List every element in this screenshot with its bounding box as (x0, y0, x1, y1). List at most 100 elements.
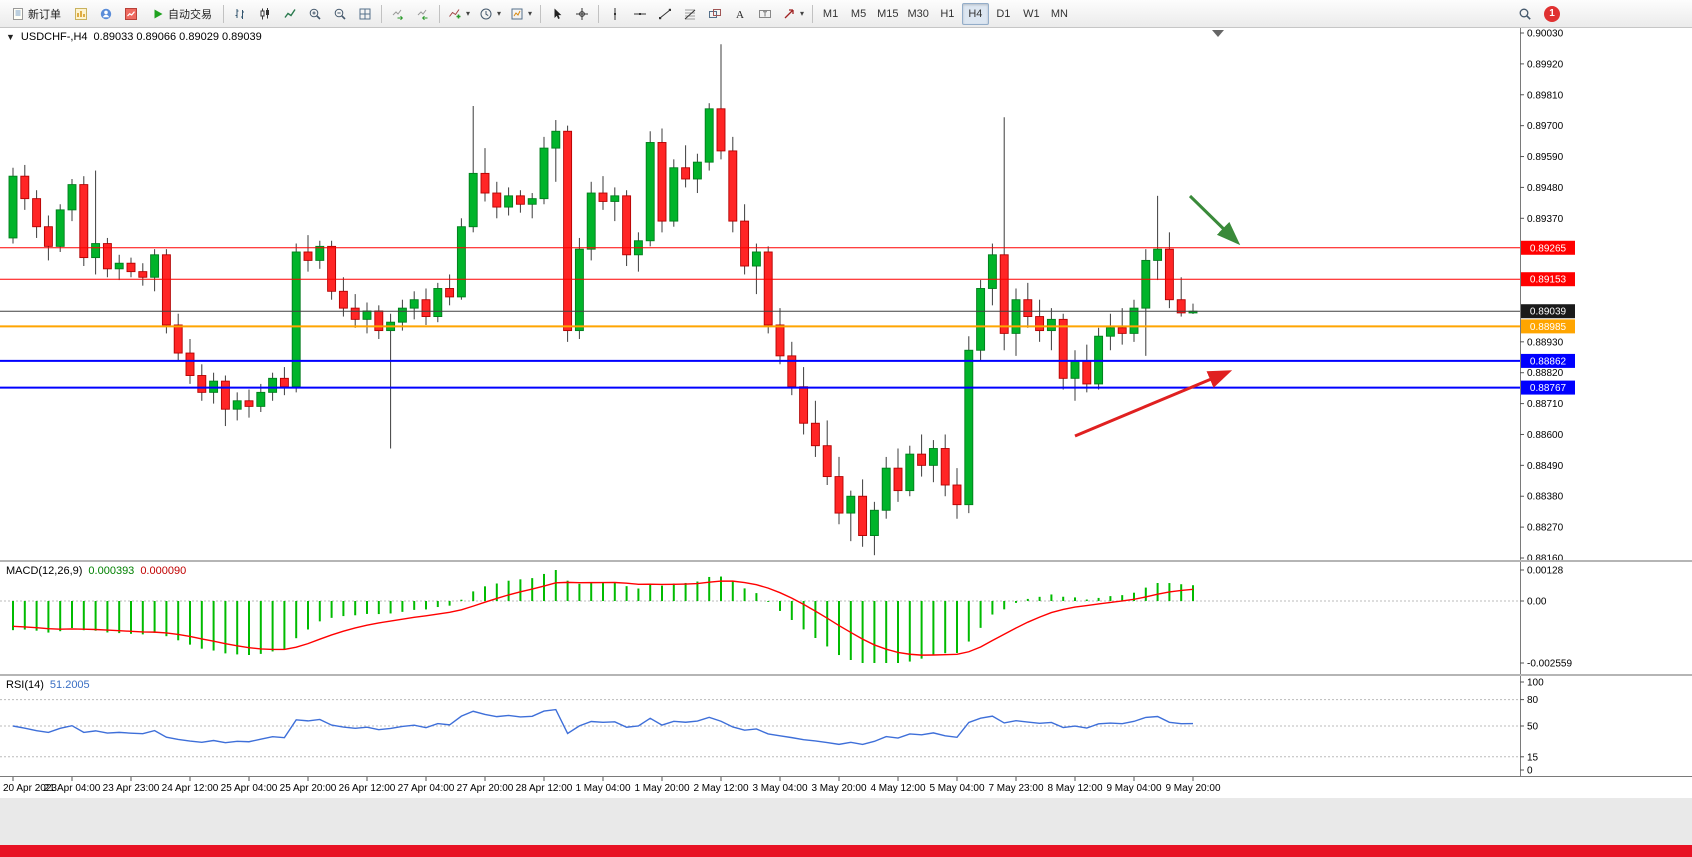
crosshair-button[interactable] (570, 3, 594, 25)
timeframe-m15-button[interactable]: M15 (873, 3, 902, 25)
svg-text:15: 15 (1527, 752, 1539, 763)
chevron-down-icon: ▾ (497, 9, 502, 18)
bar-chart-button[interactable] (228, 3, 252, 25)
rsi-canvas[interactable]: 100 80 50 15 0 (0, 676, 1692, 776)
svg-text:9 May 04:00: 9 May 04:00 (1106, 783, 1161, 794)
pane-splitter[interactable] (0, 560, 1692, 562)
toolbar-separator (439, 4, 440, 23)
timeframe-m5-button[interactable]: M5 (845, 3, 872, 25)
window-bottom-area (0, 798, 1692, 845)
svg-text:0.88930: 0.88930 (1527, 337, 1564, 348)
indicators-icon (448, 7, 462, 21)
fibonacci-button[interactable] (678, 3, 702, 25)
svg-text:0.89920: 0.89920 (1527, 59, 1564, 70)
trendline-icon (658, 7, 672, 21)
new-order-icon (11, 7, 25, 21)
autotrading-icon (151, 7, 165, 21)
horizontal-line-button[interactable] (628, 3, 652, 25)
new-chart-button[interactable] (69, 3, 93, 25)
templates-button[interactable]: ▾ (506, 3, 536, 25)
svg-text:9 May 20:00: 9 May 20:00 (1165, 783, 1220, 794)
svg-text:27 Apr 04:00: 27 Apr 04:00 (398, 783, 455, 794)
toolbar-separator (812, 4, 814, 23)
svg-text:26 Apr 12:00: 26 Apr 12:00 (339, 783, 396, 794)
macd-pane[interactable]: 0.00128 0.00 -0.002559 MACD(12,26,9) 0.000… (0, 562, 1692, 674)
svg-text:27 Apr 20:00: 27 Apr 20:00 (457, 783, 514, 794)
auto-scroll-button[interactable] (386, 3, 410, 25)
new-chart-icon (74, 7, 88, 21)
indicators-button[interactable]: ▾ (444, 3, 474, 25)
tile-windows-icon (358, 7, 372, 21)
main-chart-pane[interactable]: 0.90030 0.89920 0.89810 0.89700 0.89590 0.894… (0, 28, 1692, 560)
search-icon (1518, 7, 1532, 21)
svg-text:0.89810: 0.89810 (1527, 90, 1564, 101)
timeframe-m30-button[interactable]: M30 (903, 3, 932, 25)
timeframe-h4-button[interactable]: H4 (961, 2, 989, 25)
line-chart-button[interactable] (278, 3, 302, 25)
svg-text:24 Apr 12:00: 24 Apr 12:00 (162, 783, 219, 794)
svg-text:0: 0 (1527, 766, 1533, 777)
svg-text:0.89700: 0.89700 (1527, 121, 1564, 132)
horizontal-line-icon (633, 7, 647, 21)
svg-text:1 May 04:00: 1 May 04:00 (575, 783, 630, 794)
profiles-icon (99, 7, 113, 21)
svg-text:23 Apr 23:00: 23 Apr 23:00 (103, 783, 160, 794)
timeframe-w1-button[interactable]: W1 (1018, 3, 1045, 25)
time-axis[interactable]: 20 Apr 2023 21 Apr 04:00 23 Apr 23:00 24 Ap… (0, 776, 1692, 798)
svg-text:1 May 20:00: 1 May 20:00 (634, 783, 689, 794)
svg-text:21 Apr 04:00: 21 Apr 04:00 (44, 783, 101, 794)
profiles-button[interactable] (94, 3, 118, 25)
new-order-label: 新订单 (28, 8, 61, 21)
toolbar-separator (223, 4, 224, 23)
notification-badge[interactable]: 1 (1544, 5, 1560, 22)
zoom-in-icon (308, 7, 322, 21)
svg-text:T: T (763, 11, 768, 18)
main-chart-canvas[interactable]: 0.90030 0.89920 0.89810 0.89700 0.89590 0.894… (0, 28, 1692, 560)
macd-canvas[interactable]: 0.00128 0.00 -0.002559 (0, 562, 1692, 674)
svg-text:0.88985: 0.88985 (1530, 322, 1567, 333)
text-button[interactable]: A (728, 3, 752, 25)
pane-splitter[interactable] (0, 674, 1692, 676)
search-button[interactable] (1513, 3, 1537, 25)
timeframe-m1-button[interactable]: M1 (817, 3, 844, 25)
candlestick-button[interactable] (253, 3, 277, 25)
svg-text:0.89039: 0.89039 (1530, 307, 1567, 318)
vertical-line-button[interactable] (603, 3, 627, 25)
svg-text:0.88820: 0.88820 (1527, 368, 1564, 379)
tile-windows-button[interactable] (353, 3, 377, 25)
zoom-out-button[interactable] (328, 3, 352, 25)
svg-text:0.90030: 0.90030 (1527, 29, 1564, 40)
zoom-in-button[interactable] (303, 3, 327, 25)
text-label-icon: T (758, 7, 772, 21)
new-order-button[interactable]: 新订单 (4, 3, 68, 25)
svg-text:0.89480: 0.89480 (1527, 183, 1564, 194)
svg-text:28 Apr 12:00: 28 Apr 12:00 (516, 783, 573, 794)
templates-icon (510, 7, 524, 21)
arrow-tools-button[interactable]: ▾ (778, 3, 808, 25)
timeframe-mn-button[interactable]: MN (1046, 3, 1073, 25)
svg-text:-0.002559: -0.002559 (1527, 659, 1572, 670)
rsi-pane[interactable]: 100 80 50 15 0 RSI(14) 51.2005 (0, 676, 1692, 776)
autotrading-button[interactable]: 自动交易 (144, 3, 219, 25)
svg-text:0.88600: 0.88600 (1527, 430, 1564, 441)
svg-text:0.00128: 0.00128 (1527, 566, 1564, 577)
svg-text:0.88710: 0.88710 (1527, 399, 1564, 410)
timeframe-h1-button[interactable]: H1 (934, 3, 961, 25)
symbol-dropdown-icon[interactable]: ▼ (6, 32, 15, 42)
shapes-button[interactable] (703, 3, 727, 25)
cursor-button[interactable] (545, 3, 569, 25)
svg-text:0.88160: 0.88160 (1527, 554, 1564, 561)
chevron-down-icon: ▾ (528, 9, 533, 18)
periods-button[interactable]: ▾ (475, 3, 505, 25)
text-label-button[interactable]: T (753, 3, 777, 25)
trendline-button[interactable] (653, 3, 677, 25)
market-watch-button[interactable] (119, 3, 143, 25)
line-chart-icon (283, 7, 297, 21)
toolbar-separator (381, 4, 382, 23)
chart-shift-button[interactable] (411, 3, 435, 25)
chevron-down-icon: ▾ (466, 9, 471, 18)
timeframe-d1-button[interactable]: D1 (990, 3, 1017, 25)
vertical-line-icon (608, 7, 622, 21)
svg-text:0.88380: 0.88380 (1527, 492, 1564, 503)
